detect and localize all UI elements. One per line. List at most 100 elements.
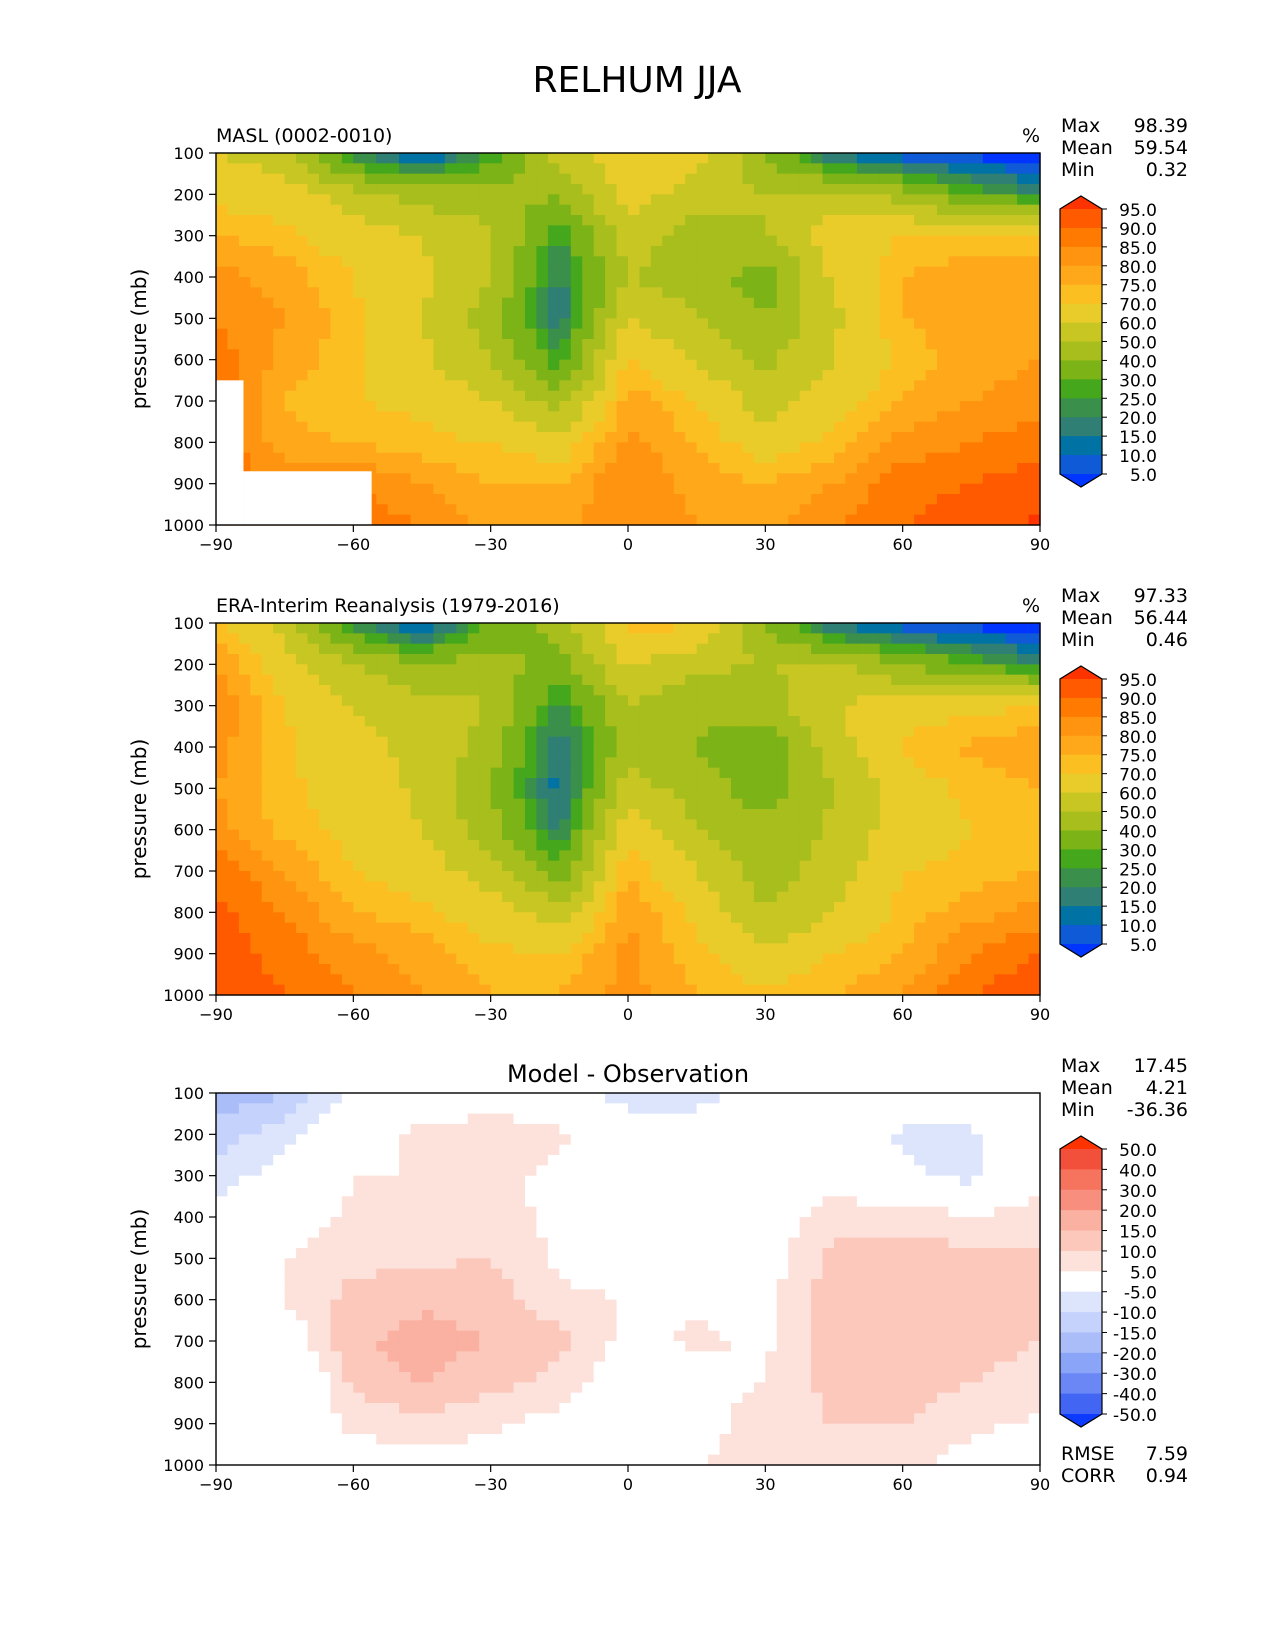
field-cell (227, 266, 240, 278)
field-cell (296, 943, 309, 955)
field-cell (616, 163, 629, 175)
field-cell (227, 736, 240, 748)
field-cell (639, 287, 652, 299)
field-cell (330, 984, 343, 996)
field-cell (650, 163, 663, 175)
field-cell (822, 277, 835, 288)
field-cell (845, 643, 858, 655)
field-cell (525, 442, 538, 454)
field-cell (422, 798, 435, 810)
field-cell (948, 246, 961, 257)
field-cell (891, 173, 904, 185)
field-cell (502, 225, 515, 237)
field-cell (422, 277, 435, 288)
field-cell (490, 829, 503, 841)
field-cell (879, 380, 892, 392)
field-cell (525, 953, 538, 965)
field-cell (273, 411, 286, 423)
field-cell (799, 225, 812, 237)
field-cell (673, 798, 686, 810)
field-cell (479, 881, 492, 893)
field-cell (319, 266, 332, 278)
field-cell (971, 504, 984, 516)
field-cell (731, 411, 744, 423)
field-cell (914, 442, 927, 454)
field-cell (811, 695, 824, 707)
field-cell (971, 390, 984, 402)
field-cell (296, 984, 309, 996)
field-cell (776, 256, 789, 268)
field-cell (559, 390, 572, 402)
field-cell (811, 494, 824, 505)
field-cell (971, 401, 984, 412)
field-cell (456, 328, 469, 340)
field-cell (822, 623, 835, 634)
colorbar-segment (1060, 209, 1102, 229)
field-cell (307, 860, 320, 872)
field-cell (536, 902, 549, 913)
field-cell (582, 463, 595, 474)
field-cell (937, 974, 950, 986)
field-cell (376, 194, 389, 206)
field-cell (593, 902, 606, 913)
field-cell (994, 194, 1007, 206)
field-cell (296, 246, 309, 257)
field-cell (479, 747, 492, 758)
field-cell (387, 788, 400, 800)
field-cell (296, 695, 309, 707)
field-cell (891, 757, 904, 769)
field-cell (307, 256, 320, 268)
field-cell (685, 891, 698, 903)
field-cell (536, 339, 549, 350)
field-cell (387, 757, 400, 769)
field-cell (834, 432, 847, 443)
field-cell (444, 349, 457, 361)
field-cell (593, 840, 606, 851)
field-cell (582, 184, 595, 195)
field-cell (227, 287, 240, 299)
field-cell (387, 442, 400, 454)
field-cell (879, 494, 892, 505)
field-cell (490, 246, 503, 257)
field-cell (708, 266, 721, 278)
field-cell (284, 277, 297, 288)
field-cell (536, 695, 549, 707)
field-cell (731, 297, 744, 309)
field-cell (708, 411, 721, 423)
field-cell (559, 716, 572, 727)
field-cell (296, 747, 309, 758)
field-cell (685, 266, 698, 278)
field-cell (364, 778, 377, 789)
field-cell (616, 421, 629, 433)
field-cell (708, 473, 721, 485)
field-cell (822, 964, 835, 975)
field-cell (845, 664, 858, 676)
field-cell (982, 463, 995, 474)
field-cell (708, 829, 721, 841)
field-cell (364, 840, 377, 851)
field-cell (490, 452, 503, 464)
field-cell (570, 452, 583, 464)
field-cell (925, 705, 938, 717)
field-cell (536, 829, 549, 841)
field-cell (582, 654, 595, 665)
field-cell (399, 778, 412, 789)
field-cell (914, 390, 927, 402)
field-cell (444, 788, 457, 800)
field-cell (582, 809, 595, 820)
field-cell (444, 225, 457, 237)
field-cell (948, 504, 961, 516)
field-cell (1028, 297, 1041, 309)
field-cell (261, 747, 274, 758)
field-cell (319, 860, 332, 872)
field-cell (353, 850, 366, 862)
field-cell (822, 287, 835, 299)
field-cell (879, 757, 892, 769)
field-cell (467, 204, 480, 216)
field-cell (731, 287, 744, 299)
field-cell (227, 685, 240, 696)
field-cell (364, 974, 377, 986)
field-cell (902, 194, 915, 206)
field-cell (650, 984, 663, 996)
field-cell (399, 442, 412, 454)
